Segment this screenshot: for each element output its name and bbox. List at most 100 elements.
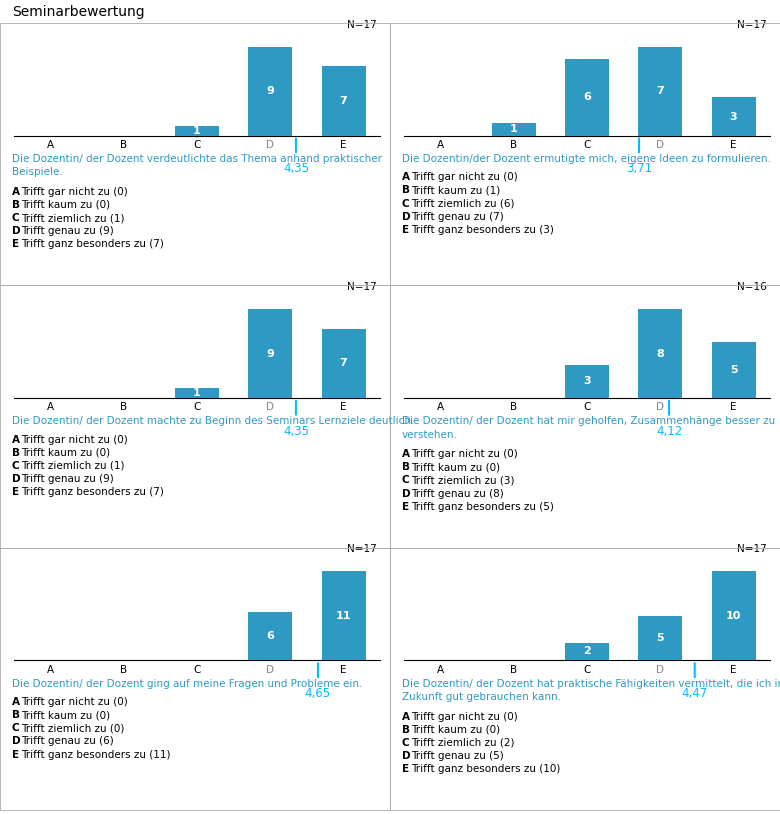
Text: Trifft ganz besonders zu (5): Trifft ganz besonders zu (5) (412, 501, 555, 512)
Text: A: A (12, 186, 20, 197)
Text: Trifft genau zu (6): Trifft genau zu (6) (22, 737, 114, 746)
Text: Trifft kaum zu (0): Trifft kaum zu (0) (22, 448, 111, 457)
Text: 4,12: 4,12 (656, 425, 682, 438)
Bar (175, 388, 219, 398)
Text: B: B (402, 724, 410, 735)
Bar (321, 67, 366, 136)
Text: D: D (12, 737, 20, 746)
Text: C: C (402, 737, 410, 748)
Text: 1: 1 (510, 125, 517, 134)
Text: Trifft genau zu (5): Trifft genau zu (5) (412, 751, 504, 761)
Text: 11: 11 (336, 610, 351, 621)
Bar (175, 125, 219, 136)
Bar (638, 309, 682, 398)
Text: D: D (12, 474, 20, 484)
Text: Trifft kaum zu (0): Trifft kaum zu (0) (22, 711, 111, 720)
Text: 7: 7 (657, 86, 664, 96)
Text: A: A (402, 449, 410, 459)
Text: A: A (12, 697, 20, 707)
Text: 9: 9 (266, 348, 275, 358)
Text: Trifft genau zu (7): Trifft genau zu (7) (412, 212, 504, 221)
Bar (248, 612, 292, 660)
Bar (711, 571, 756, 660)
Text: E: E (402, 764, 409, 774)
Bar (638, 616, 682, 660)
Text: B: B (12, 711, 20, 720)
Text: B: B (402, 186, 410, 195)
Text: D: D (402, 751, 410, 761)
Text: Trifft gar nicht zu (0): Trifft gar nicht zu (0) (22, 697, 128, 707)
Text: 7: 7 (340, 96, 347, 106)
Text: Die Dozentin/ der Dozent hat mir geholfen, Zusammenhänge besser zu
verstehen.: Die Dozentin/ der Dozent hat mir geholfe… (402, 417, 775, 440)
Text: Trifft ganz besonders zu (11): Trifft ganz besonders zu (11) (22, 750, 171, 759)
Text: Die Dozentin/der Dozent ermutigte mich, eigene Ideen zu formulieren.: Die Dozentin/der Dozent ermutigte mich, … (402, 154, 771, 164)
Text: Trifft kaum zu (0): Trifft kaum zu (0) (412, 462, 501, 472)
Text: Die Dozentin/ der Dozent ging auf meine Fragen und Probleme ein.: Die Dozentin/ der Dozent ging auf meine … (12, 679, 362, 689)
Bar (565, 365, 609, 398)
Text: Trifft gar nicht zu (0): Trifft gar nicht zu (0) (22, 435, 128, 444)
Text: D: D (402, 212, 410, 221)
Text: Trifft gar nicht zu (0): Trifft gar nicht zu (0) (412, 173, 518, 182)
Bar (491, 123, 536, 136)
Bar (321, 329, 366, 398)
Bar (248, 46, 292, 136)
Text: C: C (12, 213, 20, 223)
Text: 3,71: 3,71 (626, 162, 652, 175)
Text: A: A (12, 435, 20, 444)
Text: Die Dozentin/ der Dozent hat praktische Fähigkeiten vermittelt, die ich in
Zukun: Die Dozentin/ der Dozent hat praktische … (402, 679, 780, 702)
Text: N=17: N=17 (347, 20, 377, 29)
Text: Die Dozentin/ der Dozent machte zu Beginn des Seminars Lernziele deutlich.: Die Dozentin/ der Dozent machte zu Begin… (12, 417, 414, 427)
Text: Trifft kaum zu (0): Trifft kaum zu (0) (412, 724, 501, 735)
Text: C: C (402, 475, 410, 485)
Bar (711, 343, 756, 398)
Text: Die Dozentin/ der Dozent verdeutlichte das Thema anhand praktischer
Beispiele.: Die Dozentin/ der Dozent verdeutlichte d… (12, 154, 381, 177)
Text: Trifft ziemlich zu (1): Trifft ziemlich zu (1) (22, 461, 125, 471)
Bar (565, 59, 609, 136)
Text: Trifft ganz besonders zu (3): Trifft ganz besonders zu (3) (412, 225, 555, 234)
Text: C: C (12, 724, 20, 733)
Text: N=17: N=17 (737, 545, 767, 554)
Text: E: E (402, 225, 409, 234)
Text: E: E (402, 501, 409, 512)
Text: 3: 3 (583, 376, 590, 387)
Text: 4,35: 4,35 (283, 162, 309, 175)
Bar (711, 98, 756, 136)
Text: N=17: N=17 (347, 282, 377, 292)
Text: E: E (12, 488, 19, 497)
Text: Trifft ziemlich zu (2): Trifft ziemlich zu (2) (412, 737, 515, 748)
Text: 6: 6 (266, 631, 275, 641)
Text: 3: 3 (730, 112, 737, 121)
Text: 1: 1 (193, 125, 200, 136)
Text: C: C (12, 461, 20, 471)
Text: D: D (12, 226, 20, 236)
Text: Trifft ganz besonders zu (10): Trifft ganz besonders zu (10) (412, 764, 561, 774)
Text: Trifft kaum zu (0): Trifft kaum zu (0) (22, 200, 111, 210)
Bar (248, 309, 292, 398)
Text: Trifft ziemlich zu (1): Trifft ziemlich zu (1) (22, 213, 125, 223)
Text: B: B (12, 448, 20, 457)
Text: Trifft ziemlich zu (6): Trifft ziemlich zu (6) (412, 199, 515, 208)
Text: 8: 8 (657, 348, 664, 358)
Text: N=16: N=16 (737, 282, 767, 292)
Text: 7: 7 (340, 358, 347, 369)
Text: Trifft ganz besonders zu (7): Trifft ganz besonders zu (7) (22, 239, 165, 249)
Text: 9: 9 (266, 86, 275, 96)
Text: C: C (402, 199, 410, 208)
Text: N=17: N=17 (737, 20, 767, 29)
Text: Trifft genau zu (9): Trifft genau zu (9) (22, 226, 114, 236)
Text: Seminarbewertung: Seminarbewertung (12, 5, 144, 19)
Text: Trifft ziemlich zu (3): Trifft ziemlich zu (3) (412, 475, 515, 485)
Text: Trifft genau zu (9): Trifft genau zu (9) (22, 474, 114, 484)
Text: 5: 5 (657, 633, 664, 643)
Text: Trifft ziemlich zu (0): Trifft ziemlich zu (0) (22, 724, 125, 733)
Text: Trifft genau zu (8): Trifft genau zu (8) (412, 488, 504, 498)
Text: Trifft ganz besonders zu (7): Trifft ganz besonders zu (7) (22, 488, 165, 497)
Text: 6: 6 (583, 93, 591, 103)
Text: B: B (402, 462, 410, 472)
Text: B: B (12, 200, 20, 210)
Text: D: D (402, 488, 410, 498)
Text: 4,35: 4,35 (283, 425, 309, 438)
Text: 5: 5 (730, 365, 737, 375)
Text: Trifft gar nicht zu (0): Trifft gar nicht zu (0) (412, 711, 518, 721)
Text: 4,65: 4,65 (305, 687, 331, 700)
